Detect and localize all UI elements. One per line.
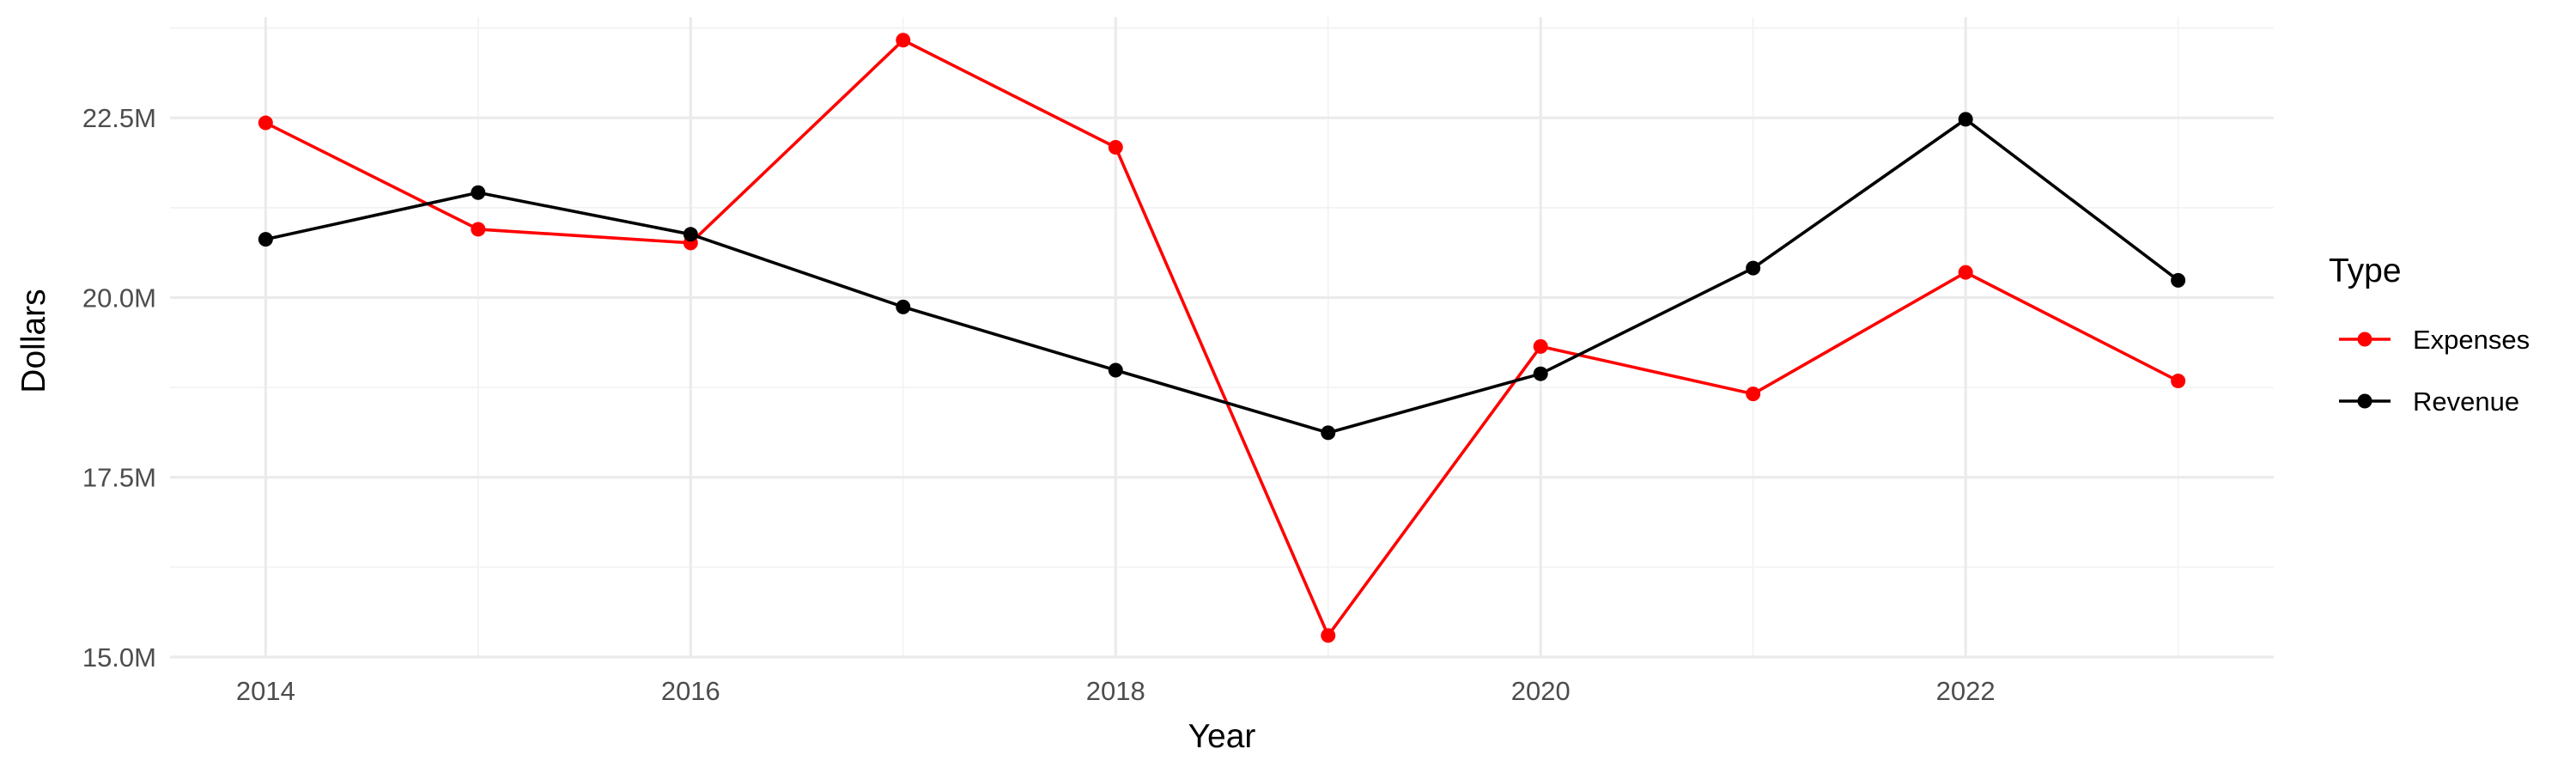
x-tick-label: 2022 — [1936, 676, 1996, 706]
revenue-point — [1746, 260, 1761, 276]
expenses-point — [471, 222, 486, 237]
x-tick-label: 2014 — [236, 676, 295, 706]
expenses-line — [264, 38, 2179, 637]
revenue-point — [1958, 112, 1973, 127]
revenue-point — [683, 227, 698, 242]
legend-key-point — [2357, 332, 2372, 347]
legend-label: Revenue — [2413, 386, 2519, 417]
x-axis-title: Year — [1188, 718, 1256, 755]
expenses-point — [2171, 374, 2186, 389]
legend: Type Expenses Revenue — [2329, 253, 2530, 417]
legend-item-expenses: Expenses — [2339, 325, 2530, 355]
expenses-point — [1108, 140, 1123, 155]
revenue-point — [258, 232, 273, 247]
legend-item-revenue: Revenue — [2339, 386, 2519, 417]
expenses-point — [896, 33, 911, 48]
y-axis-title: Dollars — [15, 289, 52, 393]
revenue-point — [2171, 272, 2186, 288]
series-expenses — [258, 33, 2186, 643]
expenses-point — [1746, 386, 1761, 402]
x-axis-tick-labels: 2014 2016 2018 2020 2022 — [236, 676, 1996, 706]
revenue-point — [471, 185, 486, 200]
y-tick-label: 17.5M — [82, 463, 156, 493]
y-tick-label: 22.5M — [82, 103, 156, 133]
series-layer — [258, 33, 2186, 643]
legend-label: Expenses — [2413, 325, 2530, 355]
revenue-point — [1321, 425, 1336, 441]
series-revenue — [258, 112, 2186, 441]
y-axis-tick-labels: 15.0M 17.5M 20.0M 22.5M — [82, 103, 156, 673]
revenue-point — [1533, 366, 1548, 381]
x-tick-label: 2018 — [1086, 676, 1145, 706]
major-gridlines — [170, 17, 2274, 659]
minor-gridlines — [170, 17, 2274, 657]
y-tick-label: 15.0M — [82, 642, 156, 673]
x-tick-label: 2020 — [1511, 676, 1571, 706]
expenses-point — [258, 115, 273, 131]
revenue-line — [264, 118, 2179, 435]
revenue-point — [1108, 362, 1123, 378]
legend-key-point — [2357, 393, 2372, 409]
expenses-point — [1533, 338, 1548, 354]
x-tick-label: 2016 — [661, 676, 720, 706]
expenses-point — [1958, 265, 1973, 280]
expenses-point — [1321, 628, 1336, 643]
revenue-point — [896, 299, 911, 314]
y-tick-label: 20.0M — [82, 283, 156, 313]
legend-title: Type — [2329, 253, 2402, 289]
